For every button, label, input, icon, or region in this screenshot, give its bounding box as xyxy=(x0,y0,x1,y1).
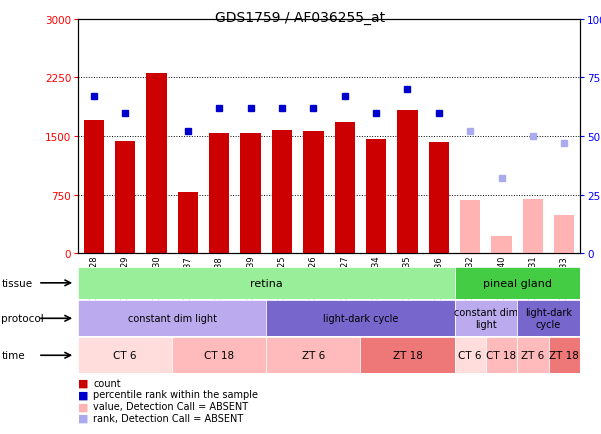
Bar xyxy=(523,200,543,254)
Text: ■: ■ xyxy=(78,401,88,411)
Bar xyxy=(272,131,292,254)
Bar xyxy=(554,216,575,254)
Text: ■: ■ xyxy=(78,413,88,423)
Text: tissue: tissue xyxy=(1,278,32,288)
Text: ■: ■ xyxy=(78,378,88,388)
Text: ZT 18: ZT 18 xyxy=(392,351,423,360)
Text: GDS1759 / AF036255_at: GDS1759 / AF036255_at xyxy=(215,11,386,25)
Bar xyxy=(303,132,323,254)
Text: CT 18: CT 18 xyxy=(204,351,234,360)
Text: constant dim
light: constant dim light xyxy=(454,308,518,329)
Text: ZT 18: ZT 18 xyxy=(549,351,579,360)
Text: count: count xyxy=(93,378,121,388)
Bar xyxy=(429,143,449,254)
Text: ZT 6: ZT 6 xyxy=(521,351,545,360)
Text: protocol: protocol xyxy=(1,314,44,323)
Bar xyxy=(492,237,511,254)
Text: percentile rank within the sample: percentile rank within the sample xyxy=(93,390,258,399)
Text: CT 6: CT 6 xyxy=(459,351,482,360)
Text: light-dark cycle: light-dark cycle xyxy=(323,314,398,323)
Bar xyxy=(366,140,386,254)
Text: time: time xyxy=(1,351,25,360)
Text: ■: ■ xyxy=(78,390,88,399)
Text: ZT 6: ZT 6 xyxy=(302,351,325,360)
Text: light-dark
cycle: light-dark cycle xyxy=(525,308,572,329)
Bar xyxy=(460,201,480,254)
Bar xyxy=(147,73,166,254)
Bar xyxy=(115,141,135,254)
Bar xyxy=(178,192,198,254)
Text: constant dim light: constant dim light xyxy=(128,314,217,323)
Bar xyxy=(240,134,261,254)
Text: rank, Detection Call = ABSENT: rank, Detection Call = ABSENT xyxy=(93,413,243,423)
Bar xyxy=(397,111,418,254)
Text: retina: retina xyxy=(250,278,282,288)
Text: CT 6: CT 6 xyxy=(114,351,137,360)
Bar xyxy=(209,134,230,254)
Text: value, Detection Call = ABSENT: value, Detection Call = ABSENT xyxy=(93,401,248,411)
Text: CT 18: CT 18 xyxy=(486,351,517,360)
Bar xyxy=(335,123,355,254)
Bar xyxy=(84,121,104,254)
Text: pineal gland: pineal gland xyxy=(483,278,552,288)
